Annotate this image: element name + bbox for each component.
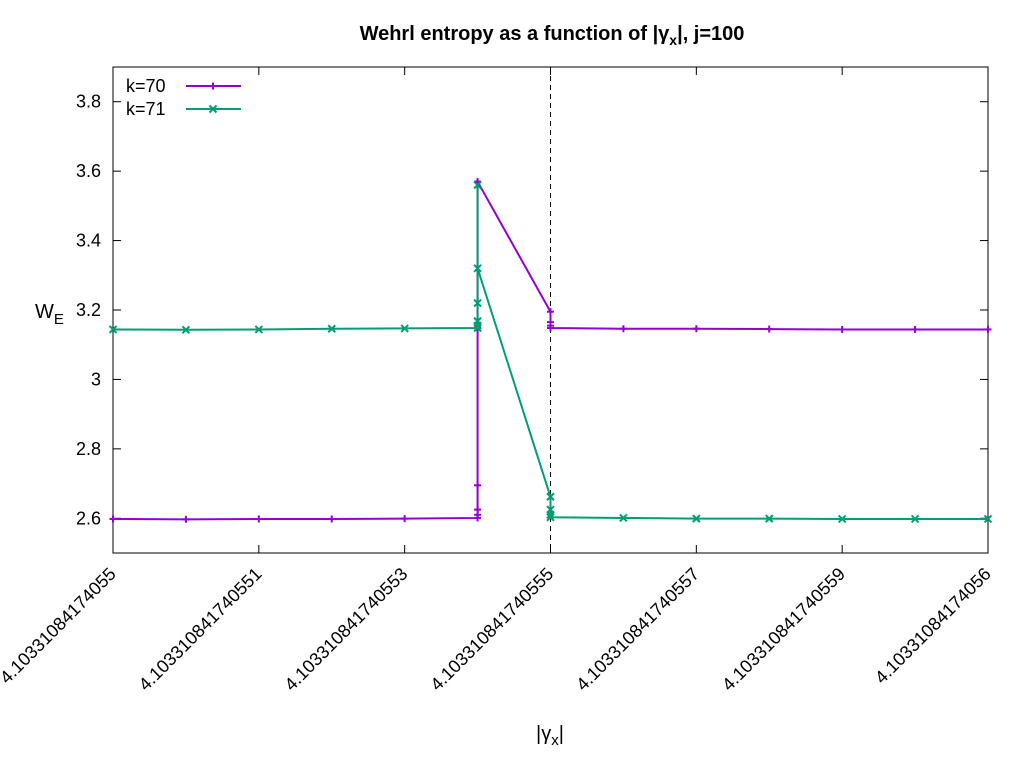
data-point	[473, 323, 482, 333]
series-line	[112, 185, 988, 520]
data-point	[837, 514, 847, 524]
x-tick-label: 4.10331084174056	[871, 564, 995, 688]
data-point	[209, 82, 217, 90]
y-tick-label: 2.8	[76, 439, 101, 459]
y-tick-label: 3.4	[76, 231, 101, 251]
x-axis: 4.10331084174055 4.103310841740551 4.10331…	[0, 67, 995, 695]
y-tick-label: 3.2	[76, 300, 101, 320]
data-point	[910, 514, 920, 524]
y-tick-label: 3.6	[76, 161, 101, 181]
x-tick-label: 4.103310841740553	[281, 564, 412, 695]
legend-label: k=70	[126, 76, 166, 96]
y-axis: 2.6 2.8 3 3.2 3.4 3.6 3.8	[76, 92, 988, 528]
data-point	[254, 325, 264, 334]
y-tick-label: 3.8	[76, 92, 101, 112]
x-tick-label: 4.103310841740559	[718, 564, 849, 695]
data-point	[765, 325, 773, 333]
data-point	[547, 324, 554, 332]
data-point	[401, 515, 409, 523]
data-point	[546, 513, 555, 522]
chart-title: Wehrl entropy as a function of |γx|, j=1…	[360, 23, 745, 48]
data-point	[328, 515, 336, 523]
data-point	[181, 325, 191, 334]
data-point	[255, 515, 263, 523]
data-point	[692, 514, 701, 523]
data-point	[547, 308, 554, 316]
data-point	[984, 325, 992, 333]
x-axis-label: |γx|	[536, 723, 564, 749]
data-point	[546, 492, 555, 501]
y-tick-label: 2.6	[76, 508, 101, 528]
data-point	[546, 510, 555, 520]
data-point	[400, 324, 409, 333]
data-point	[983, 514, 993, 524]
legend: k=70 k=71	[126, 76, 241, 119]
data-point	[327, 324, 336, 333]
data-point	[182, 515, 190, 523]
data-point	[473, 298, 482, 308]
data-point	[208, 104, 218, 114]
series-layer	[108, 177, 993, 524]
data-point	[911, 325, 919, 333]
x-tick-label: 4.10331084174055	[0, 564, 120, 688]
data-point	[108, 325, 118, 334]
legend-label: k=71	[126, 99, 166, 119]
y-axis-label: WE	[35, 301, 64, 328]
data-point	[692, 325, 700, 333]
data-point	[473, 316, 482, 326]
y-tick-label: 3	[91, 369, 101, 389]
data-point	[765, 514, 774, 523]
data-point	[838, 325, 846, 333]
data-point	[474, 506, 482, 514]
data-point	[619, 513, 628, 523]
data-point	[474, 481, 482, 489]
data-point	[473, 180, 482, 190]
x-tick-label: 4.103310841740557	[572, 564, 703, 695]
data-point	[619, 325, 627, 333]
data-point	[109, 515, 117, 523]
data-point	[473, 264, 482, 273]
x-tick-label: 4.103310841740551	[135, 564, 266, 695]
x-tick-label: 4.103310841740555	[426, 564, 557, 695]
series-k=71	[108, 180, 993, 524]
